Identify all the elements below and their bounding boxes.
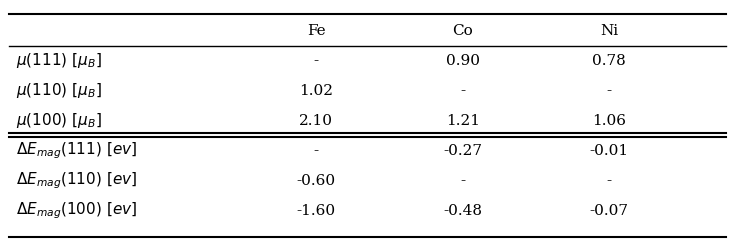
Text: 1.21: 1.21 xyxy=(445,114,480,128)
Text: -0.60: -0.60 xyxy=(297,174,336,188)
Text: -: - xyxy=(314,144,319,158)
Text: $\Delta E_{mag}(100)\ [ev]$: $\Delta E_{mag}(100)\ [ev]$ xyxy=(16,200,137,221)
Text: 2.10: 2.10 xyxy=(299,114,333,128)
Text: $\mu(100)\ [\mu_B]$: $\mu(100)\ [\mu_B]$ xyxy=(16,111,102,130)
Text: 0.78: 0.78 xyxy=(592,54,626,68)
Text: $\Delta E_{mag}(111)\ [ev]$: $\Delta E_{mag}(111)\ [ev]$ xyxy=(16,141,137,161)
Text: Ni: Ni xyxy=(600,24,618,38)
Text: -: - xyxy=(460,174,465,188)
Text: -0.01: -0.01 xyxy=(589,144,628,158)
Text: -0.27: -0.27 xyxy=(443,144,482,158)
Text: Fe: Fe xyxy=(307,24,326,38)
Text: -: - xyxy=(314,54,319,68)
Text: Co: Co xyxy=(452,24,473,38)
Text: 1.06: 1.06 xyxy=(592,114,626,128)
Text: 0.90: 0.90 xyxy=(445,54,480,68)
Text: -0.48: -0.48 xyxy=(443,204,482,218)
Text: -: - xyxy=(460,84,465,98)
Text: 1.02: 1.02 xyxy=(299,84,333,98)
Text: -0.07: -0.07 xyxy=(589,204,628,218)
Text: $\Delta E_{mag}(110)\ [ev]$: $\Delta E_{mag}(110)\ [ev]$ xyxy=(16,171,137,191)
Text: -: - xyxy=(606,84,612,98)
Text: -: - xyxy=(606,174,612,188)
Text: $\mu(110)\ [\mu_B]$: $\mu(110)\ [\mu_B]$ xyxy=(16,81,102,100)
Text: -1.60: -1.60 xyxy=(297,204,336,218)
Text: $\mu(111)\ [\mu_B]$: $\mu(111)\ [\mu_B]$ xyxy=(16,51,102,70)
